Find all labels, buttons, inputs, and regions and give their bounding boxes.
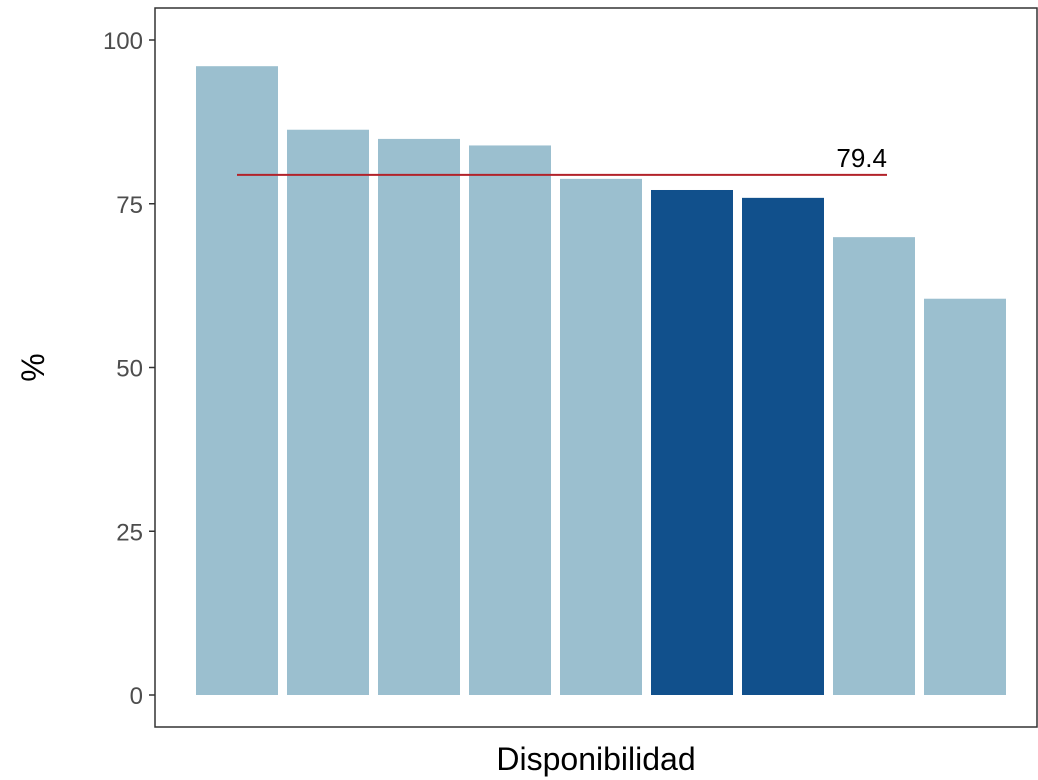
reference-line-label: 79.4: [836, 143, 887, 173]
bars-group: [196, 66, 1006, 696]
bar-5: [560, 178, 642, 696]
y-tick-label: 0: [130, 683, 143, 710]
y-ticks-group: 0 25 50 75 100: [103, 28, 155, 710]
y-tick-label: 25: [116, 519, 143, 546]
bar-8: [833, 237, 915, 695]
bar-1: [196, 66, 278, 695]
bar-2: [287, 129, 369, 696]
plot-panel-border: [154, 7, 1038, 728]
bar-4: [469, 145, 551, 695]
y-tick-label: 50: [116, 356, 143, 383]
bar-3: [378, 138, 460, 695]
bar-6: [651, 189, 733, 695]
bar-9: [924, 298, 1006, 695]
y-tick-label: 75: [116, 192, 143, 219]
x-axis-title: Disponibilidad: [496, 741, 695, 777]
y-axis-title: %: [15, 353, 51, 381]
y-tick-label: 100: [103, 28, 143, 55]
bar-7: [742, 197, 824, 696]
